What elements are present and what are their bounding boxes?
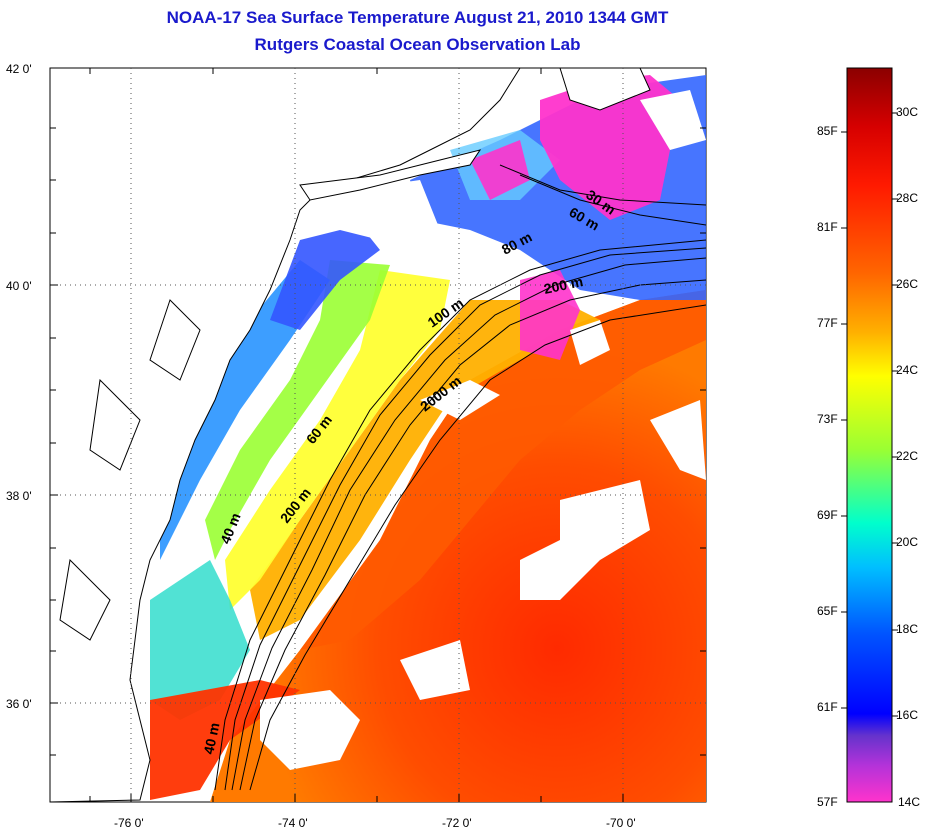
colorbar-ticks xyxy=(841,112,898,717)
colorbar xyxy=(846,67,893,803)
colorbar-label-c: 16C xyxy=(896,708,919,722)
axis-ticks xyxy=(50,68,706,802)
map-title: NOAA-17 Sea Surface Temperature August 2… xyxy=(166,8,669,27)
latitude-label: 42 0' xyxy=(6,62,32,76)
colorbar-label-f: 69F xyxy=(817,508,838,522)
warm-offshore-region xyxy=(210,290,706,802)
longitude-label: -74 0' xyxy=(278,816,308,830)
isobath-contours xyxy=(214,164,706,791)
latitude-label: 40 0' xyxy=(6,279,32,293)
map-subtitle: Rutgers Coastal Ocean Observation Lab xyxy=(254,35,581,54)
colorbar-label-f: 81F xyxy=(817,220,838,234)
cold-pool-region xyxy=(540,75,680,220)
latitude-label: 38 0' xyxy=(6,489,32,503)
mainland-coast xyxy=(50,68,521,802)
long-island xyxy=(299,149,482,201)
colorbar-label-c: 30C xyxy=(896,105,919,119)
colorbar-label-c: 20C xyxy=(896,535,919,549)
colorbar-label-f: 57F xyxy=(817,795,838,809)
colorbar-label-f: 85F xyxy=(817,124,838,138)
colorbar-label-f: 77F xyxy=(817,316,838,330)
shelf-break-region xyxy=(250,300,600,640)
colorbar-label-c: 28C xyxy=(896,191,919,205)
colorbar-label-c: 24C xyxy=(896,363,919,377)
colorbar-label-c: 26C xyxy=(896,277,919,291)
colorbar-label-f: 73F xyxy=(817,412,838,426)
colorbar-label-c: 18C xyxy=(896,622,919,636)
sst-field xyxy=(50,68,706,802)
cool-nearshore-region xyxy=(160,260,330,560)
colorbar-label-f: 61F xyxy=(817,700,838,714)
latitude-label: 36 0' xyxy=(6,697,32,711)
longitude-label: -72 0' xyxy=(442,816,472,830)
colorbar-label-c: 14C xyxy=(898,795,921,809)
isobath-label: 40 m xyxy=(200,721,222,756)
colorbar-label-c: 22C xyxy=(896,449,919,463)
longitude-label: -76 0' xyxy=(114,816,144,830)
colorbar-label-f: 65F xyxy=(817,604,838,618)
longitude-label: -70 0' xyxy=(606,816,636,830)
